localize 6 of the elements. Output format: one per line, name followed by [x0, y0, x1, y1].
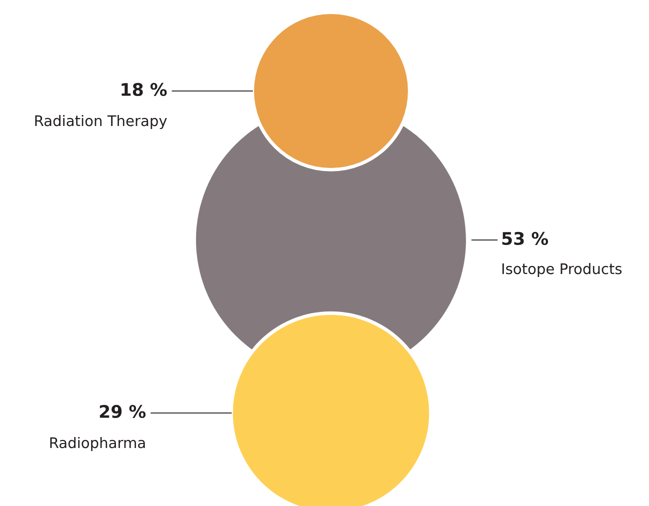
category-label: Radiation Therapy [35, 114, 167, 130]
data-label: 53 % [502, 232, 548, 246]
category-label: Isotope Products [502, 262, 622, 278]
data-label: 29 % [100, 404, 146, 418]
data-label: 18 % [122, 82, 167, 96]
category-label: Radiopharma [50, 436, 145, 452]
